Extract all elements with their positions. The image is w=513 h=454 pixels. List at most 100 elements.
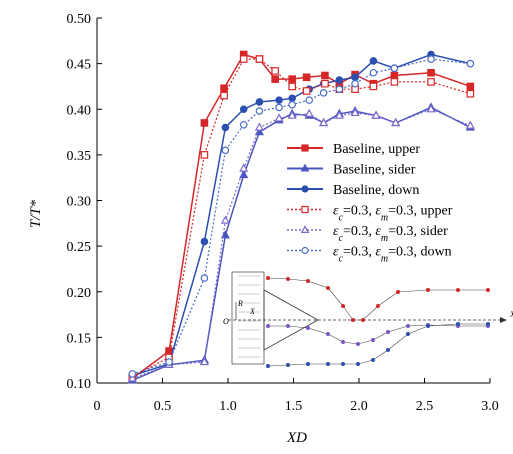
data-point <box>466 59 475 68</box>
data-point <box>371 110 381 119</box>
y-tick-label: 0.20 <box>67 286 92 301</box>
data-point <box>319 117 329 127</box>
data-point <box>319 89 328 97</box>
data-point <box>427 68 435 77</box>
inset-profile-dot <box>351 318 355 322</box>
data-point <box>390 71 399 80</box>
data-point <box>199 356 209 366</box>
inset-profile-dot <box>426 288 430 292</box>
data-point <box>466 82 475 91</box>
inset-profile-dot <box>341 304 345 308</box>
legend-label-part: m <box>381 233 388 244</box>
inset-nozzle-body <box>231 271 265 365</box>
legend-entry: εc=0.3, εm=0.3, sider <box>287 224 448 244</box>
data-point <box>466 89 475 98</box>
data-point <box>369 57 378 65</box>
data-point <box>465 120 475 129</box>
inset-profile-dot <box>266 324 270 328</box>
data-point <box>239 163 249 172</box>
legend-swatch-marker <box>301 144 309 152</box>
x-tick-label: 2.0 <box>350 399 368 414</box>
legend-label-part: m <box>381 212 388 223</box>
series-line <box>131 53 471 380</box>
inset-profile-dot <box>486 288 490 292</box>
data-point <box>351 73 359 82</box>
inset-profile-dot <box>456 322 460 326</box>
y-tick-label: 0.30 <box>67 195 92 210</box>
y-axis-label: T/T* <box>28 199 44 228</box>
data-point <box>165 358 173 366</box>
inset-profile-line <box>267 323 488 367</box>
inset-profile-dot <box>306 326 310 330</box>
y-tick-label: 0.15 <box>67 331 92 346</box>
legend-label-part: ε <box>375 204 381 219</box>
data-point <box>239 120 248 129</box>
data-point <box>427 78 435 86</box>
data-point <box>128 370 137 378</box>
inset-arrow <box>500 317 507 323</box>
legend-label-part: Baseline, upper <box>333 142 420 157</box>
inset-profile-dot <box>356 342 360 346</box>
y-tick-label: 0.40 <box>67 103 92 118</box>
inset-profile-dot <box>406 324 410 328</box>
legend-swatch-marker <box>301 246 309 255</box>
legend-label-part: c <box>339 212 344 223</box>
data-point <box>369 68 378 77</box>
legend-label-part: ε <box>333 204 339 219</box>
inset-profile-dot <box>286 363 290 367</box>
legend-entry: Baseline, upper <box>287 142 420 157</box>
series-line <box>132 58 471 378</box>
data-point <box>220 215 230 224</box>
legend-label-part: ε <box>333 224 339 239</box>
inset-label: X <box>249 307 256 316</box>
data-point <box>239 105 248 114</box>
legend-label: Baseline, down <box>333 183 419 198</box>
legend-entry: Baseline, sider <box>287 163 416 178</box>
data-point <box>275 103 283 112</box>
inset-profile-dot <box>386 330 390 334</box>
data-point <box>302 87 311 95</box>
inset-profile-dot <box>406 332 410 336</box>
series-5 <box>128 55 475 378</box>
inset-profile-dot <box>356 362 360 366</box>
data-point <box>287 110 297 119</box>
data-point <box>390 78 399 86</box>
legend-label-part: =0.3, <box>343 224 375 239</box>
data-point <box>127 373 137 382</box>
y-tick-label: 0.50 <box>67 12 92 27</box>
legend-label-part: =0.3, down <box>388 245 452 260</box>
legend-swatch-marker <box>301 185 309 193</box>
data-point <box>427 55 435 63</box>
x-tick-label: 3.0 <box>481 399 499 414</box>
inset-label: X <box>509 310 513 319</box>
legend-label: εc=0.3, εm=0.3, upper <box>333 204 453 224</box>
inset-profile-dot <box>266 364 270 368</box>
inset-profile-dot <box>341 340 345 344</box>
data-point <box>288 82 296 91</box>
inset-profile-dot <box>286 277 290 281</box>
legend-label-part: =0.3, <box>343 204 375 219</box>
data-point <box>239 55 248 63</box>
inset-profile-dot <box>306 362 310 366</box>
inset-profile-dot <box>386 348 390 352</box>
legend-label-part: Baseline, sider <box>333 163 416 178</box>
legend-swatch-marker <box>300 163 310 172</box>
data-point <box>221 146 230 155</box>
data-point <box>321 79 329 88</box>
inset-profile-dot <box>326 362 330 366</box>
legend-swatch-marker <box>301 205 309 214</box>
inset-profile-dot <box>266 276 270 280</box>
series-layer <box>127 50 475 384</box>
data-point <box>220 84 228 93</box>
inset-profile-dot <box>426 324 430 328</box>
inset-profile-dot <box>371 358 375 362</box>
inset-label: O <box>223 317 229 326</box>
inset-profile-dot <box>486 322 490 326</box>
data-point <box>288 94 296 103</box>
data-point <box>271 67 279 75</box>
legend-label-part: c <box>339 233 344 244</box>
inset-profile-dot <box>456 288 460 292</box>
data-point <box>390 64 399 72</box>
legend-label-part: m <box>381 253 388 264</box>
legend-label-part: =0.3, <box>343 245 375 260</box>
